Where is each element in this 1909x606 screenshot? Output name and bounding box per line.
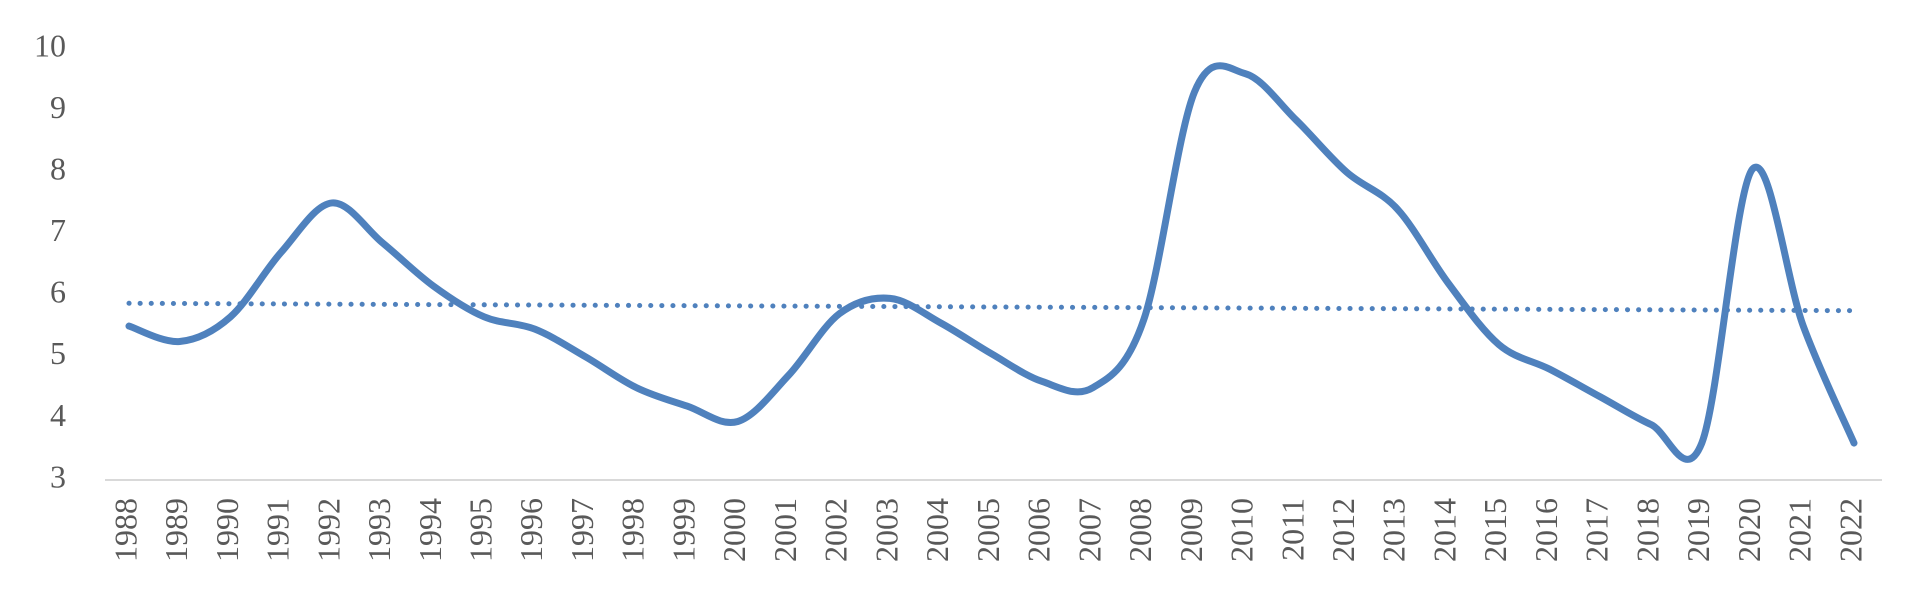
x-tick-label: 2021 bbox=[1782, 498, 1818, 562]
x-tick-label: 2005 bbox=[970, 498, 1006, 562]
x-tick-label: 1995 bbox=[462, 498, 498, 562]
trend-line bbox=[126, 300, 1857, 314]
x-tick-label: 2006 bbox=[1021, 498, 1057, 562]
x-tick-label: 2017 bbox=[1579, 498, 1615, 562]
x-tick-label: 2007 bbox=[1071, 498, 1107, 562]
x-tick-label: 2001 bbox=[767, 498, 803, 562]
y-tick-label: 9 bbox=[50, 89, 66, 125]
x-tick-label: 2015 bbox=[1477, 498, 1513, 562]
x-tick-label: 2022 bbox=[1832, 498, 1868, 562]
x-tick-label: 2004 bbox=[919, 498, 955, 562]
x-tick-label: 2020 bbox=[1731, 498, 1767, 562]
y-tick-label: 3 bbox=[50, 458, 66, 494]
x-tick-label: 1992 bbox=[310, 498, 346, 562]
y-tick-label: 6 bbox=[50, 274, 66, 310]
x-tick-label: 1998 bbox=[615, 498, 651, 562]
x-tick-label: 1996 bbox=[513, 498, 549, 562]
x-tick-label: 2012 bbox=[1325, 498, 1361, 562]
y-tick-label: 4 bbox=[50, 397, 66, 433]
x-tick-label: 1990 bbox=[209, 498, 245, 562]
x-tick-label: 2010 bbox=[1224, 498, 1260, 562]
x-tick-label: 2008 bbox=[1122, 498, 1158, 562]
x-tick-label: 1999 bbox=[665, 498, 701, 562]
x-tick-label: 2009 bbox=[1173, 498, 1209, 562]
x-tick-label: 2003 bbox=[868, 498, 904, 562]
y-tick-label: 8 bbox=[50, 150, 66, 186]
x-tick-label: 2014 bbox=[1426, 498, 1462, 562]
y-tick-label: 10 bbox=[34, 27, 66, 63]
x-tick-label: 2000 bbox=[716, 498, 752, 562]
x-tick-label: 1988 bbox=[107, 498, 143, 562]
x-tick-label: 1993 bbox=[361, 498, 397, 562]
x-tick-label: 1989 bbox=[158, 498, 194, 562]
x-tick-label: 2016 bbox=[1528, 498, 1564, 562]
x-tick-label: 1991 bbox=[260, 498, 296, 562]
x-tick-label: 2011 bbox=[1274, 498, 1310, 561]
x-tick-label: 2002 bbox=[818, 498, 854, 562]
x-tick-label: 2013 bbox=[1376, 498, 1412, 562]
x-tick-label: 1994 bbox=[412, 498, 448, 562]
y-tick-label: 5 bbox=[50, 335, 66, 371]
x-tick-label: 2018 bbox=[1629, 498, 1665, 562]
y-tick-label: 7 bbox=[50, 212, 66, 248]
x-tick-label: 2019 bbox=[1680, 498, 1716, 562]
data-line bbox=[125, 62, 1858, 463]
x-tick-label: 1997 bbox=[564, 498, 600, 562]
